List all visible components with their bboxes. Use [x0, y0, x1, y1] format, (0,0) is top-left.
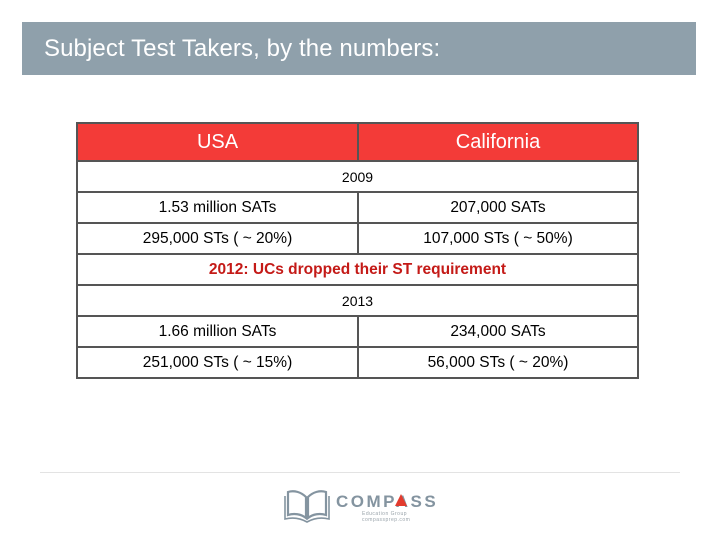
- california-cell: 107,000 STs ( ~ 50%): [357, 222, 639, 255]
- table-row: 295,000 STs ( ~ 20%) 107,000 STs ( ~ 50%…: [76, 222, 639, 255]
- logo-subtitle-line: Education Group: [362, 511, 408, 517]
- header-california: California: [357, 122, 639, 162]
- california-cell: 56,000 STs ( ~ 20%): [357, 346, 639, 379]
- year-label: 2013: [76, 284, 639, 317]
- note-text: UCs dropped their ST requirement: [248, 260, 507, 278]
- year-label: 2009: [76, 160, 639, 193]
- compass-logo: COMPASS Education Group compassprep.com: [284, 486, 454, 530]
- note-cell: 2012: UCs dropped their ST requirement: [76, 253, 639, 286]
- table-header-row: USA California: [76, 122, 639, 162]
- table-row: 1.66 million SATs 234,000 SATs: [76, 315, 639, 348]
- stats-table: USA California 2009 1.53 million SATs 20…: [76, 122, 639, 379]
- california-cell: 207,000 SATs: [357, 191, 639, 224]
- note-year: 2012:: [208, 260, 249, 278]
- year-row-2009: 2009: [76, 160, 639, 193]
- california-cell: 234,000 SATs: [357, 315, 639, 348]
- usa-cell: 1.53 million SATs: [76, 191, 359, 224]
- note-row: 2012: UCs dropped their ST requirement: [76, 253, 639, 286]
- header-usa: USA: [76, 122, 359, 162]
- title-bar: Subject Test Takers, by the numbers:: [22, 22, 696, 75]
- usa-cell: 295,000 STs ( ~ 20%): [76, 222, 359, 255]
- usa-cell: 251,000 STs ( ~ 15%): [76, 346, 359, 379]
- table-row: 251,000 STs ( ~ 15%) 56,000 STs ( ~ 20%): [76, 346, 639, 379]
- year-row-2013: 2013: [76, 284, 639, 317]
- open-book-icon: [284, 490, 330, 523]
- footer-divider: [40, 472, 680, 473]
- table-row: 1.53 million SATs 207,000 SATs: [76, 191, 639, 224]
- logo-subtitle-line: compassprep.com: [362, 517, 411, 523]
- logo-subtitle: Education Group compassprep.com: [362, 511, 442, 523]
- usa-cell: 1.66 million SATs: [76, 315, 359, 348]
- triangle-icon: [395, 494, 407, 506]
- slide-title: Subject Test Takers, by the numbers:: [44, 34, 441, 62]
- logo-wordmark: COMPASS: [336, 492, 439, 511]
